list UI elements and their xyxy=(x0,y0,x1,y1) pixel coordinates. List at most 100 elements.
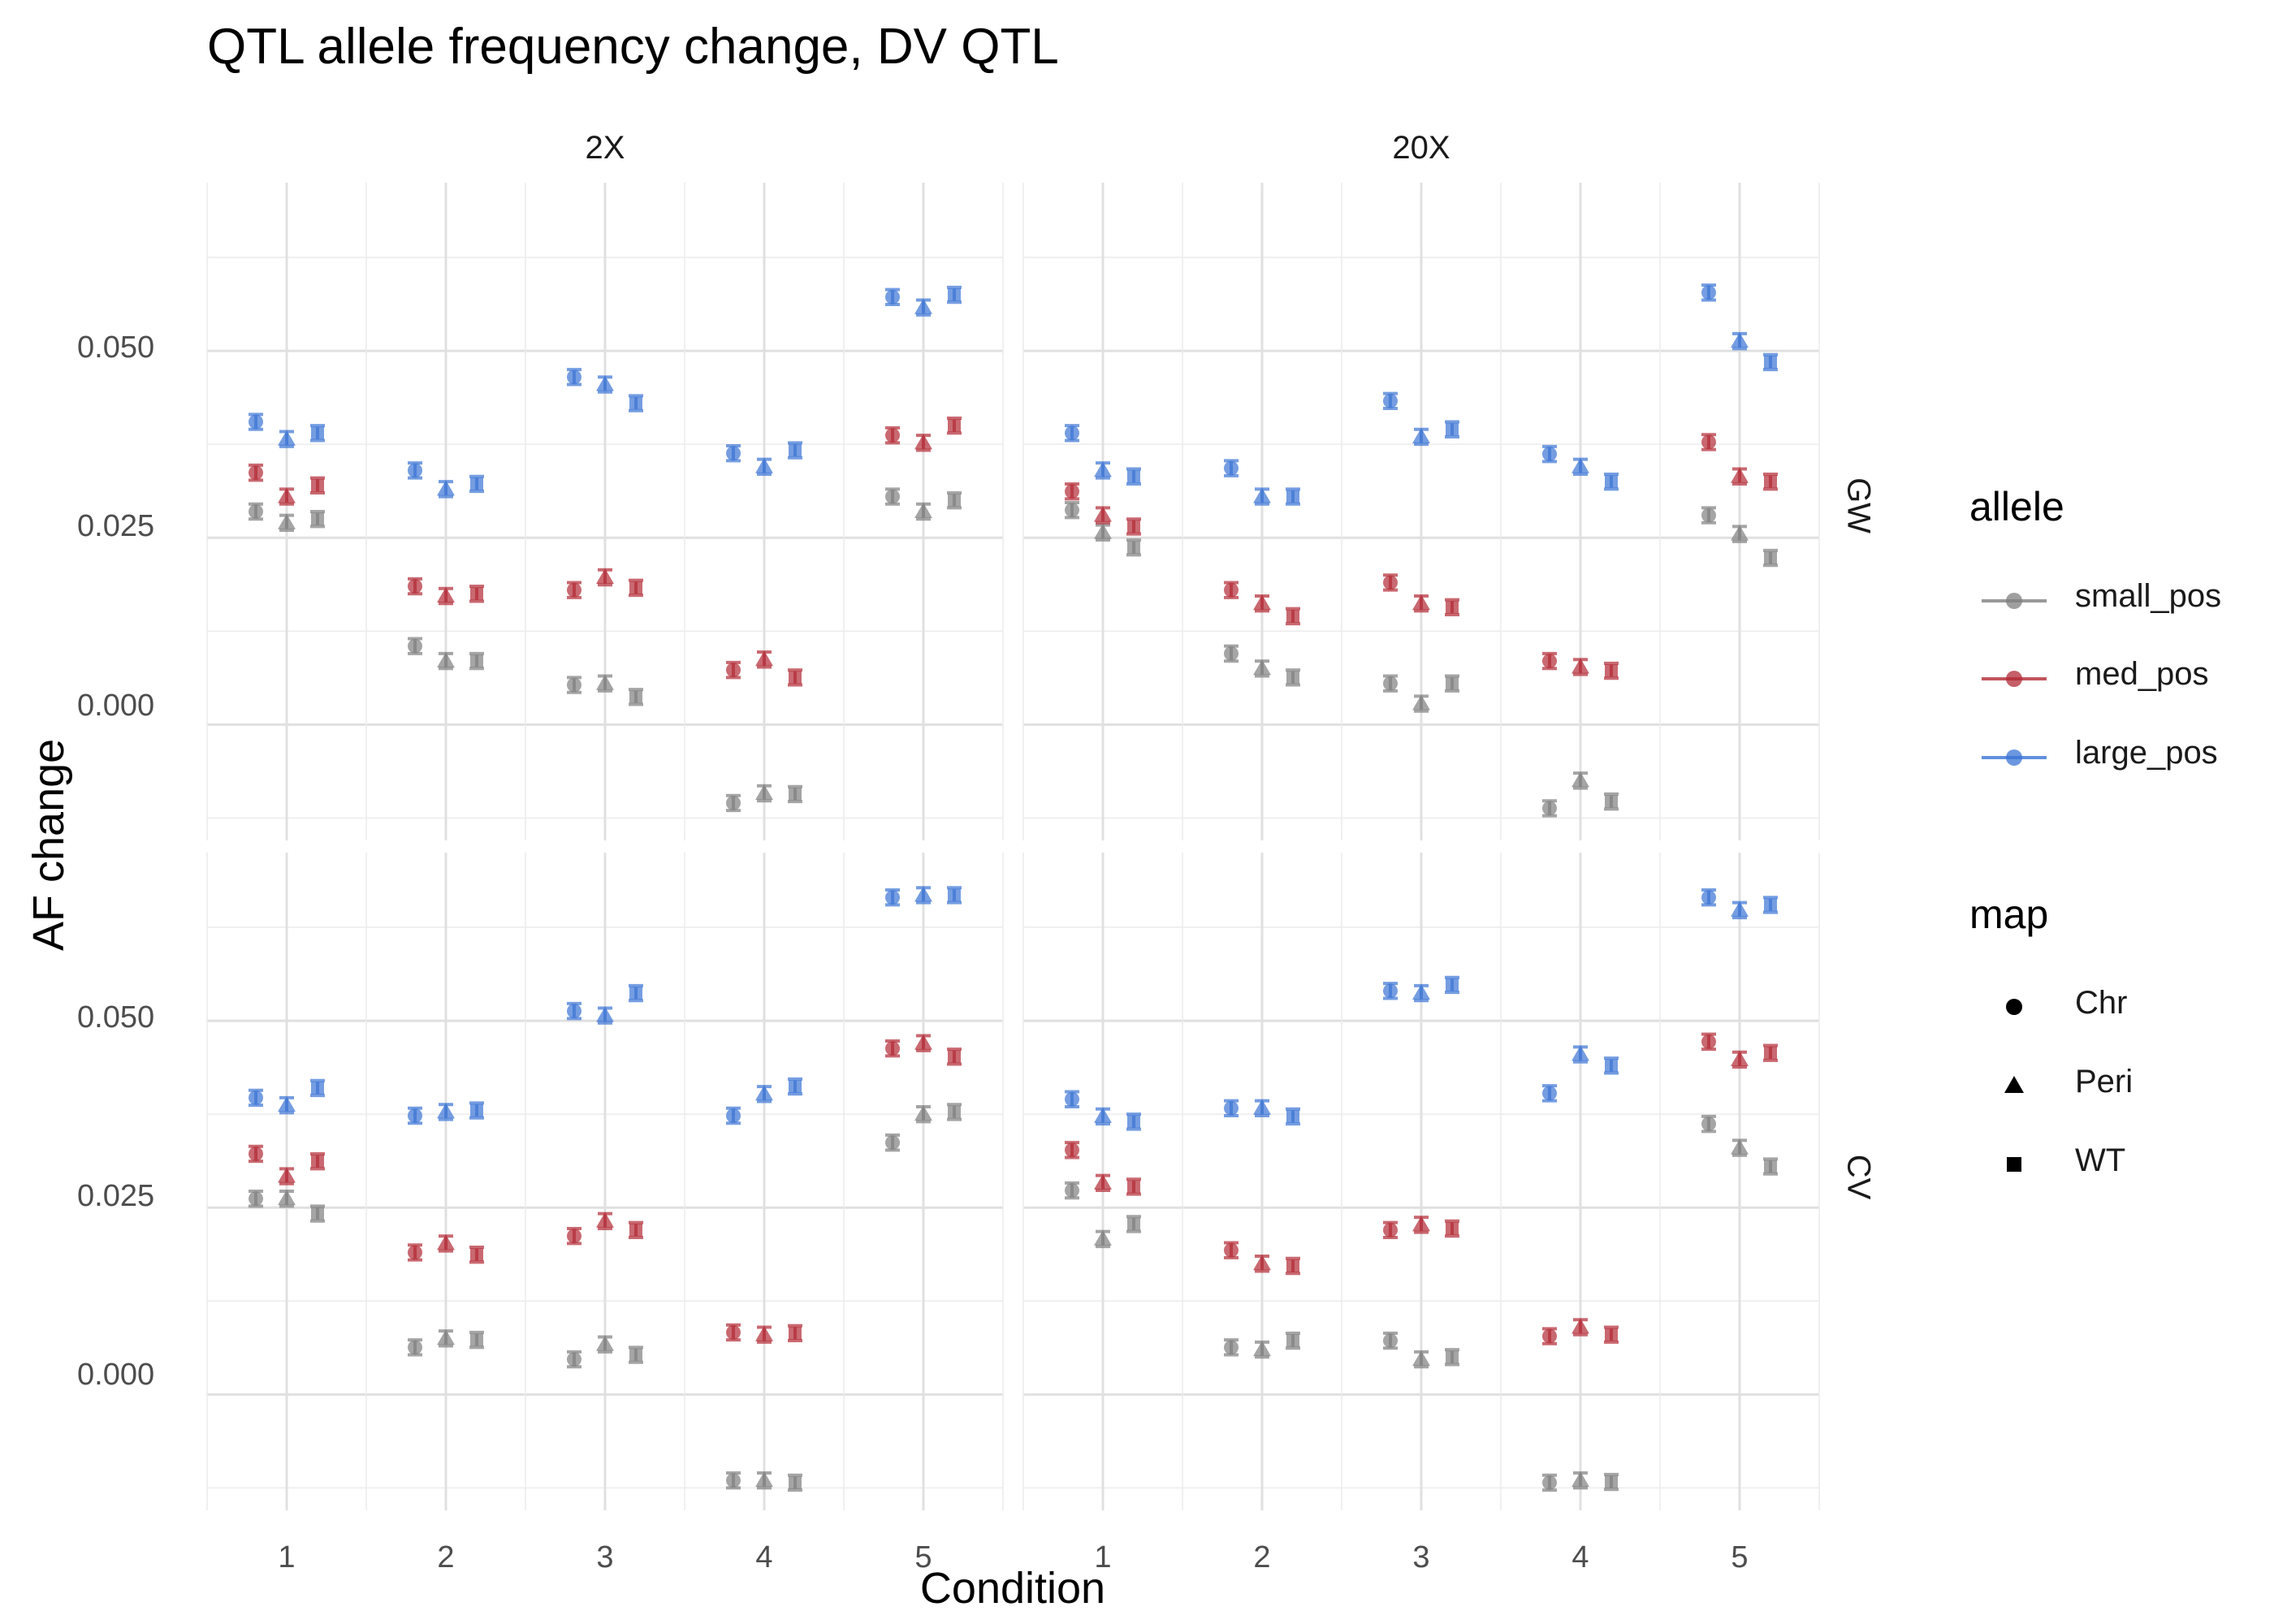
data-point-wt xyxy=(789,1326,802,1340)
data-point-peri xyxy=(278,1167,296,1183)
data-point-wt xyxy=(1605,1059,1618,1073)
data-point-wt xyxy=(629,1223,642,1237)
data-point-chr xyxy=(408,1245,422,1260)
data-point-chr xyxy=(1383,1222,1398,1237)
data-point-chr xyxy=(726,1324,741,1340)
data-point-wt xyxy=(789,787,802,801)
data-point-peri xyxy=(1253,659,1271,676)
data-point-chr xyxy=(1542,801,1557,816)
data-point-wt xyxy=(948,1050,961,1064)
data-point-peri xyxy=(1253,487,1271,503)
facet-strip-20x: 20X xyxy=(1392,130,1450,166)
data-point-wt xyxy=(1446,422,1459,436)
data-point-wt xyxy=(1764,898,1777,912)
data-point-chr xyxy=(1542,654,1557,669)
data-point-chr xyxy=(726,446,741,461)
data-point-peri xyxy=(1571,1318,1589,1334)
data-point-chr xyxy=(567,677,581,693)
data-point-peri xyxy=(1253,1255,1271,1271)
data-point-chr xyxy=(1065,1142,1079,1158)
data-point-wt xyxy=(948,288,961,302)
data-point-chr xyxy=(567,582,581,598)
data-point-wt xyxy=(311,426,324,440)
data-point-peri xyxy=(914,503,932,518)
legend-key-triangle-icon xyxy=(2004,1076,2024,1093)
legend-key-point xyxy=(2006,749,2022,766)
data-point-chr xyxy=(1224,582,1239,598)
data-point-chr xyxy=(1065,503,1079,518)
data-point-wt xyxy=(1286,609,1299,623)
data-point-wt xyxy=(1605,795,1618,809)
data-point-peri xyxy=(1571,658,1589,674)
data-point-peri xyxy=(1412,1350,1430,1367)
data-point-wt xyxy=(311,1207,324,1220)
x-tick-label: 2 xyxy=(437,1540,454,1574)
data-point-wt xyxy=(1605,664,1618,678)
data-point-chr xyxy=(1701,1116,1716,1132)
data-point-chr xyxy=(408,638,422,654)
data-point-wt xyxy=(1127,469,1140,483)
data-point-peri xyxy=(437,587,455,603)
data-point-peri xyxy=(278,513,296,529)
x-tick-label: 1 xyxy=(278,1540,295,1574)
legend-key-point xyxy=(2006,671,2022,687)
data-point-chr xyxy=(249,504,263,519)
legend-key-point xyxy=(2006,593,2022,609)
legend-label-large-pos: large_pos xyxy=(2075,735,2218,771)
facet-strip-2x: 2X xyxy=(585,130,625,166)
data-point-peri xyxy=(437,1329,455,1345)
data-point-peri xyxy=(1094,461,1112,477)
data-point-wt xyxy=(311,1155,324,1168)
data-point-chr xyxy=(726,663,741,678)
data-point-chr xyxy=(249,1191,263,1207)
data-point-chr xyxy=(1224,1242,1239,1258)
data-point-peri xyxy=(755,1085,773,1101)
data-point-wt xyxy=(470,1104,483,1117)
data-point-peri xyxy=(914,298,932,314)
data-point-wt xyxy=(470,1333,483,1347)
data-point-chr xyxy=(885,489,900,504)
legend-label-med-pos: med_pos xyxy=(2075,656,2209,692)
data-point-peri xyxy=(1571,771,1589,788)
legend-label-peri: Peri xyxy=(2075,1064,2133,1099)
data-point-peri xyxy=(1094,523,1112,539)
data-point-peri xyxy=(914,1105,932,1121)
data-point-chr xyxy=(1383,676,1398,691)
data-point-wt xyxy=(629,396,642,410)
data-point-peri xyxy=(914,1034,932,1050)
data-point-wt xyxy=(470,654,483,668)
data-point-chr xyxy=(1065,425,1079,441)
data-point-chr xyxy=(249,1090,263,1105)
data-point-wt xyxy=(470,477,483,490)
data-point-wt xyxy=(1764,551,1777,565)
data-point-peri xyxy=(1412,427,1430,443)
data-point-chr xyxy=(1065,484,1079,499)
x-tick-label: 5 xyxy=(1731,1540,1748,1574)
data-point-chr xyxy=(567,369,581,385)
data-point-wt xyxy=(1605,475,1618,489)
data-point-chr xyxy=(249,414,263,430)
legend-map-title: map xyxy=(1969,892,2049,937)
data-point-peri xyxy=(596,674,614,690)
data-point-chr xyxy=(1224,646,1239,661)
data-point-wt xyxy=(1764,1160,1777,1173)
data-point-chr xyxy=(1701,890,1716,905)
data-point-wt xyxy=(629,581,642,594)
legend-key-circle-icon xyxy=(2006,999,2022,1015)
data-point-chr xyxy=(726,1108,741,1123)
chart-title: QTL allele frequency change, DV QTL xyxy=(207,19,1059,75)
x-tick-label: 4 xyxy=(755,1540,772,1574)
data-point-peri xyxy=(437,1103,455,1119)
data-point-wt xyxy=(1127,1115,1140,1129)
data-point-chr xyxy=(1383,983,1398,999)
legend-label-small-pos: small_pos xyxy=(2075,578,2222,614)
x-tick-label: 2 xyxy=(1253,1540,1270,1574)
data-point-wt xyxy=(1446,1350,1459,1364)
data-point-wt xyxy=(1764,355,1777,369)
legend-allele-title: allele xyxy=(1969,484,2064,529)
data-point-wt xyxy=(789,443,802,457)
data-point-wt xyxy=(1127,1217,1140,1231)
data-point-peri xyxy=(1731,467,1749,483)
legend-label-chr: Chr xyxy=(2075,985,2128,1021)
